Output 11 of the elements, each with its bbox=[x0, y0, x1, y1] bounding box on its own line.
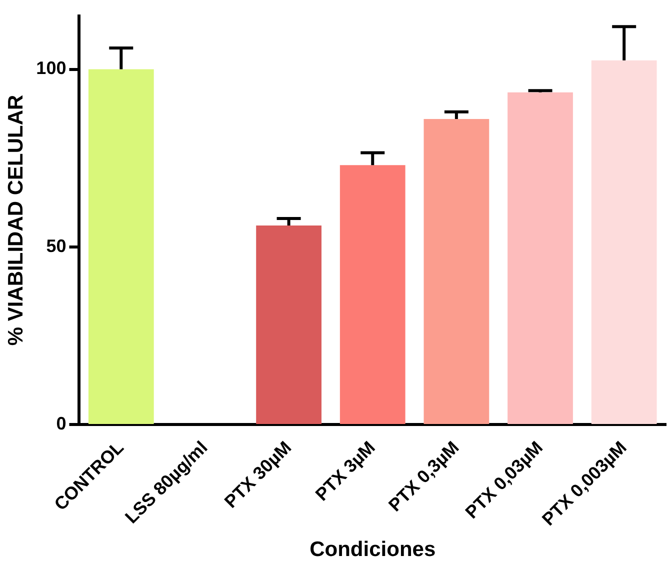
bar bbox=[256, 226, 322, 424]
bar bbox=[88, 69, 154, 424]
bar bbox=[508, 92, 573, 424]
bar bbox=[340, 165, 406, 424]
y-tick-label: 0 bbox=[56, 413, 66, 434]
bar bbox=[591, 60, 657, 424]
y-tick-label: 50 bbox=[46, 236, 66, 256]
bar bbox=[424, 119, 490, 424]
y-axis-title: % VIABILIDAD CELULAR bbox=[4, 94, 28, 346]
x-axis-title: Condiciones bbox=[310, 538, 436, 562]
y-tick-label: 100 bbox=[36, 58, 66, 78]
